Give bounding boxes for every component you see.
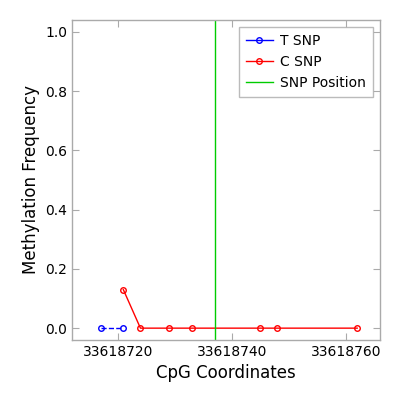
X-axis label: CpG Coordinates: CpG Coordinates bbox=[156, 364, 296, 382]
Legend: T SNP, C SNP, SNP Position: T SNP, C SNP, SNP Position bbox=[238, 27, 373, 97]
Y-axis label: Methylation Frequency: Methylation Frequency bbox=[22, 86, 40, 274]
